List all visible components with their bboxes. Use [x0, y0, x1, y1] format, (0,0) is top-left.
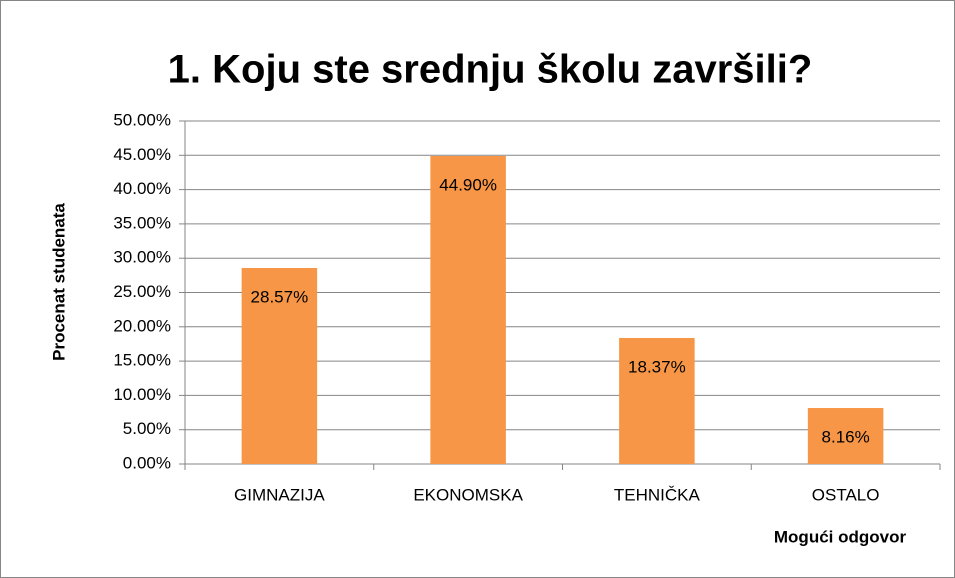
y-tick-label: 5.00%	[123, 419, 171, 438]
y-tick-label: 20.00%	[113, 316, 171, 335]
bar	[619, 337, 695, 464]
value-label: 18.37%	[628, 357, 686, 376]
y-tick-label: 50.00%	[113, 110, 171, 129]
y-axis-label: Procenat studenata	[49, 203, 68, 361]
y-tick-label: 40.00%	[113, 179, 171, 198]
bar	[807, 408, 884, 464]
y-tick-label: 35.00%	[113, 213, 171, 232]
value-label: 28.57%	[251, 287, 309, 306]
y-tick-label: 45.00%	[113, 145, 171, 164]
value-label: 44.90%	[439, 175, 497, 194]
x-tick-label: GIMNAZIJA	[234, 485, 325, 504]
y-tick-label: 0.00%	[123, 453, 171, 472]
bar	[241, 268, 318, 464]
bar	[430, 155, 506, 464]
x-tick-label: OSTALO	[812, 485, 880, 504]
value-label: 8.16%	[822, 428, 870, 447]
y-tick-label: 10.00%	[113, 385, 171, 404]
y-tick-label: 25.00%	[113, 282, 171, 301]
x-tick-label: TEHNIČKA	[614, 485, 701, 504]
y-tick-label: 15.00%	[113, 351, 171, 370]
y-tick-label: 30.00%	[113, 248, 171, 267]
x-axis-label: Mogući odgovor	[774, 527, 907, 546]
chart-title: 1. Koju ste srednju školu završili?	[168, 48, 813, 92]
x-tick-label: EKONOMSKA	[413, 485, 523, 504]
